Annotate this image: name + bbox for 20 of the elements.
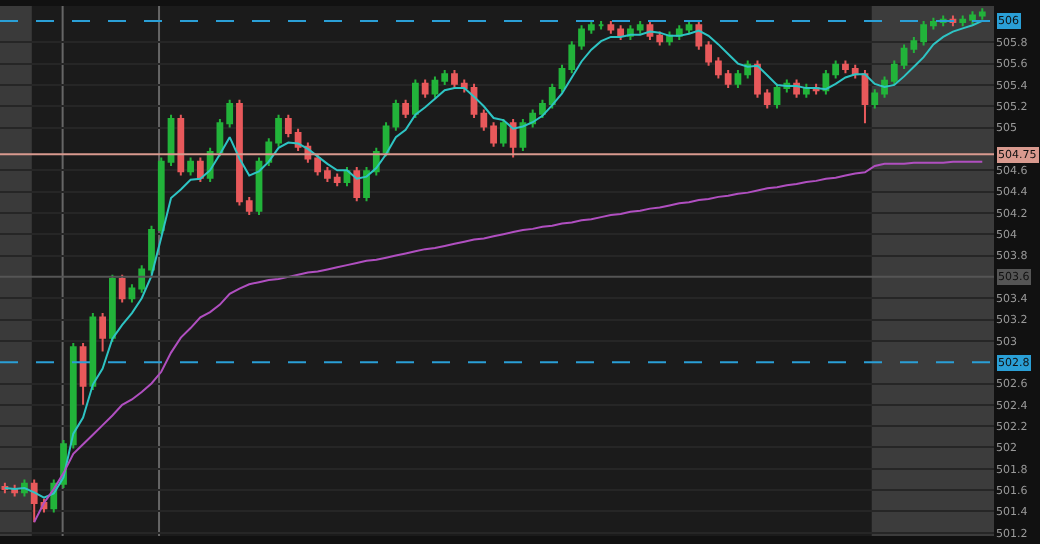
candlestick xyxy=(499,118,507,148)
candlestick xyxy=(109,273,116,343)
candlestick xyxy=(509,118,517,159)
candlestick xyxy=(353,166,361,203)
line-series xyxy=(33,160,984,524)
candlestick xyxy=(79,341,87,406)
candlestick xyxy=(861,68,869,125)
candlestick xyxy=(412,78,419,119)
candlestick xyxy=(187,156,194,177)
candlestick xyxy=(597,19,605,31)
candlestick xyxy=(118,273,126,304)
candlestick xyxy=(69,341,77,450)
candlestick xyxy=(421,78,429,99)
candlestick xyxy=(177,113,185,177)
candlestick xyxy=(196,156,204,183)
candlestick xyxy=(99,312,107,353)
candlestick xyxy=(363,166,370,203)
line-series xyxy=(3,19,984,499)
candlestick xyxy=(89,312,97,391)
candlestick xyxy=(402,98,409,119)
